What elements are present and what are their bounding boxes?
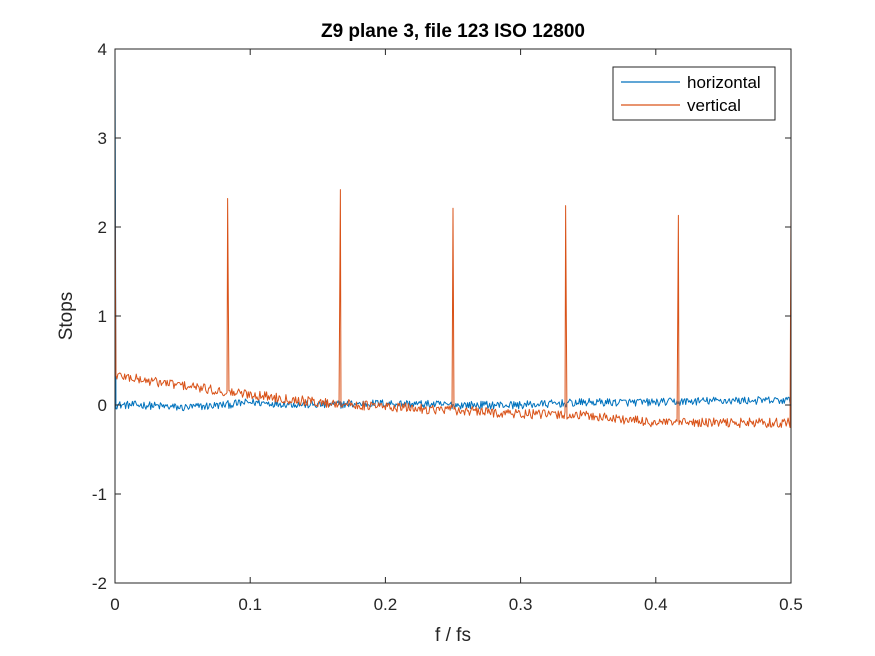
legend-label-vertical: vertical bbox=[687, 96, 741, 115]
x-axis-label: f / fs bbox=[435, 625, 471, 646]
y-tick-label: -1 bbox=[92, 485, 107, 504]
y-tick-label: 0 bbox=[98, 396, 107, 415]
series-layer bbox=[114, 48, 792, 429]
y-tick-label: 2 bbox=[98, 218, 107, 237]
series-line-horizontal bbox=[114, 48, 792, 412]
x-tick-label: 0.1 bbox=[238, 595, 262, 614]
x-tick-label: 0.3 bbox=[509, 595, 533, 614]
legend-label-horizontal: horizontal bbox=[687, 73, 761, 92]
y-tick-label: 4 bbox=[98, 40, 107, 59]
y-tick-label: 1 bbox=[98, 307, 107, 326]
x-tick-label: 0.5 bbox=[779, 595, 803, 614]
x-tick-label: 0.4 bbox=[644, 595, 668, 614]
series-line-vertical bbox=[114, 189, 792, 429]
y-tick-label: -2 bbox=[92, 574, 107, 593]
y-tick-label: 3 bbox=[98, 129, 107, 148]
plot-area bbox=[115, 49, 791, 583]
y-axis-label: Stops bbox=[56, 292, 77, 341]
chart-title: Z9 plane 3, file 123 ISO 12800 bbox=[321, 21, 585, 42]
legend: horizontal vertical bbox=[612, 66, 776, 121]
x-tick-label: 0 bbox=[110, 595, 119, 614]
ticks-layer: 0 0.1 0.2 0.3 0.4 0.5 -2 -1 0 1 2 3 4 bbox=[92, 40, 803, 614]
legend-box bbox=[612, 66, 776, 121]
x-tick-label: 0.2 bbox=[374, 595, 398, 614]
